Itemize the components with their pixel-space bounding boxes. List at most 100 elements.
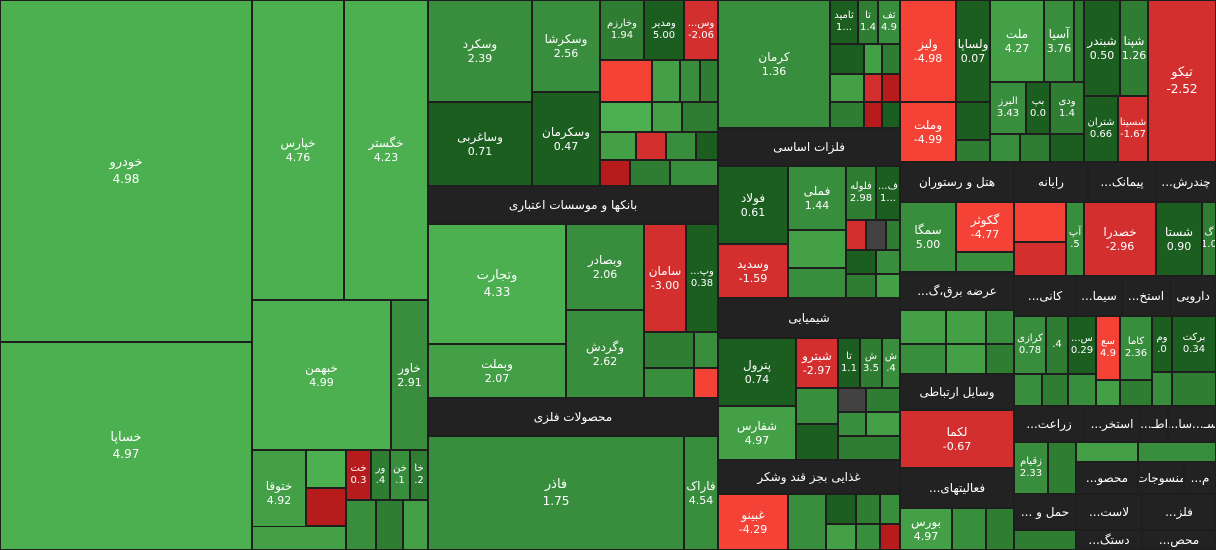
tile-small[interactable] [882, 44, 900, 74]
tile-small[interactable] [956, 140, 990, 162]
tile-khavar[interactable]: خاور 2.91 [391, 300, 428, 450]
tile-small[interactable] [1068, 374, 1096, 406]
sector-header-mining[interactable]: کانی... [1014, 276, 1076, 316]
tile-khgostar[interactable]: خگستر 4.23 [344, 0, 428, 300]
tile-vm[interactable]: وم .0 [1152, 316, 1172, 372]
tile-small[interactable] [830, 74, 864, 102]
tile-small[interactable] [252, 526, 346, 550]
sector-header-textile[interactable]: منسوجات [1138, 462, 1184, 494]
tile-shbandar[interactable]: شبندر 0.50 [1084, 0, 1120, 96]
tile-small[interactable] [1050, 134, 1084, 162]
sector-header-extract2[interactable]: استخر... [1084, 406, 1140, 442]
sector-header-wood[interactable]: فلز... [1142, 494, 1216, 530]
tile-small[interactable] [882, 102, 900, 128]
tile-small[interactable] [306, 450, 346, 488]
tile-vamlat[interactable]: وملت -4.99 [900, 102, 956, 162]
tile-tamid[interactable]: ثامید 1... [830, 0, 858, 44]
tile-small[interactable] [986, 344, 1014, 374]
tile-small[interactable] [826, 524, 856, 550]
sector-header-m[interactable]: م... [1184, 462, 1216, 494]
tile-small[interactable] [946, 310, 986, 344]
sector-header-transport[interactable]: حمل و ... [1014, 494, 1076, 530]
tile-small[interactable] [680, 60, 700, 102]
tile-small[interactable] [856, 494, 880, 524]
tile-sh2[interactable]: ش .4 [882, 338, 900, 388]
tile-small[interactable] [986, 310, 1014, 344]
tile-small[interactable] [946, 344, 986, 374]
tile-bourse[interactable]: بورس 4.97 [900, 508, 952, 550]
tile-s1[interactable]: س... 0.29 [1068, 316, 1096, 374]
tile-small[interactable] [796, 424, 838, 460]
sector-header-computer[interactable]: رایانه [1014, 162, 1088, 202]
tile-vatejarat[interactable]: وتجارت 4.33 [428, 224, 566, 344]
tile-small[interactable] [990, 134, 1020, 162]
tile-tikco[interactable]: تیکو -2.52 [1148, 0, 1216, 162]
tile-small[interactable] [838, 436, 900, 460]
sector-header-sasa[interactable]: سـ...سا... [1168, 406, 1216, 442]
tile-shtran[interactable]: شتران 0.66 [1084, 96, 1118, 162]
tile-small[interactable] [1120, 380, 1152, 406]
tile-vaskerman[interactable]: وسکرمان 0.47 [532, 92, 600, 186]
tile-barkat[interactable]: برکت 0.34 [1172, 316, 1216, 372]
tile-small[interactable] [376, 500, 403, 550]
tile-khbahman[interactable]: خبهمن 4.99 [252, 300, 391, 450]
tile-small[interactable] [1014, 530, 1076, 550]
sector-header-handicraft[interactable]: دستگ... [1076, 530, 1142, 550]
tile-ta[interactable]: تا 1.1 [838, 338, 860, 388]
tile-small[interactable] [866, 388, 900, 412]
tile-saa[interactable]: سع 4.9 [1096, 316, 1120, 380]
tile-shsina[interactable]: شسینا -1.67 [1118, 96, 1148, 162]
sector-header-power[interactable]: عرضه برق،گ... [900, 272, 1014, 310]
tile-kha[interactable]: خا .2 [410, 450, 428, 500]
tile-small[interactable] [826, 494, 856, 524]
tile-small[interactable] [1042, 374, 1068, 406]
tile-khodro[interactable]: خودرو 4.98 [0, 0, 252, 342]
tile-lakma[interactable]: لکما -0.67 [900, 410, 1014, 468]
tile-sh1[interactable]: ش 3.5 [860, 338, 882, 388]
tile-vasagh[interactable]: وساغربی 0.71 [428, 102, 532, 186]
sector-header-sima[interactable]: سیما... [1076, 276, 1122, 316]
tile-small[interactable] [846, 274, 876, 298]
tile-small[interactable] [1014, 242, 1066, 276]
tile-famli[interactable]: فملی 1.44 [788, 166, 846, 230]
tile-fazar[interactable]: فاذر 1.75 [428, 436, 684, 550]
sector-header-pharma[interactable]: دارویی [1170, 276, 1216, 316]
tile-vasdid[interactable]: وسدید -1.59 [718, 244, 788, 298]
tile-small[interactable] [880, 494, 900, 524]
tile-small[interactable] [830, 44, 864, 74]
sector-header-hotel[interactable]: هتل و رستوران [900, 162, 1014, 202]
tile-vagardesh[interactable]: وگردش 2.62 [566, 310, 644, 398]
tile-small[interactable] [866, 412, 900, 436]
tile-khtoga[interactable]: ختوقا 4.92 [252, 450, 306, 536]
tile-valsapa[interactable]: ولساپا 0.07 [956, 0, 990, 102]
tile-small[interactable] [644, 332, 694, 368]
tile-melat[interactable]: ملت 4.27 [990, 0, 1044, 82]
sector-header-mahs[interactable]: محص... [1142, 530, 1216, 550]
tile-small[interactable] [694, 332, 718, 368]
tile-small[interactable] [882, 74, 900, 102]
tile-zaghiam[interactable]: زقیام 2.33 [1014, 442, 1048, 494]
tile-small[interactable] [1152, 372, 1172, 406]
tile-fa1[interactable]: ف... 1... [876, 166, 900, 220]
tile-small[interactable] [600, 160, 630, 186]
tile-vaskord[interactable]: وسکرد 2.39 [428, 0, 532, 102]
tile-small[interactable] [700, 60, 718, 102]
tile-khon[interactable]: خن .1 [390, 450, 410, 500]
tile-valiz[interactable]: ولیز -4.98 [900, 0, 956, 102]
tile-small[interactable] [856, 524, 880, 550]
tile-shafars[interactable]: شفارس 4.97 [718, 406, 796, 460]
tile-small[interactable] [1014, 202, 1066, 242]
tile-small[interactable] [1048, 442, 1076, 494]
tile-x4[interactable]: .4 [1046, 316, 1068, 374]
tile-karazi[interactable]: کرازی 0.78 [1014, 316, 1046, 374]
tile-small[interactable] [830, 102, 864, 128]
tile-vas[interactable]: وس... -2.06 [684, 0, 718, 60]
sector-header-banks[interactable]: بانکها و موسسات اعتباری [428, 186, 718, 224]
tile-small[interactable] [600, 60, 652, 102]
tile-tf[interactable]: ثف 4.9 [878, 0, 900, 44]
sector-header-ata[interactable]: اطـ... [1140, 406, 1168, 442]
tile-vadi[interactable]: ودی 1.4 [1050, 82, 1084, 134]
tile-alborz[interactable]: البرز 3.43 [990, 82, 1026, 134]
tile-khot[interactable]: خت 0.3 [346, 450, 371, 500]
sector-header-extract[interactable]: استخ... [1122, 276, 1170, 316]
